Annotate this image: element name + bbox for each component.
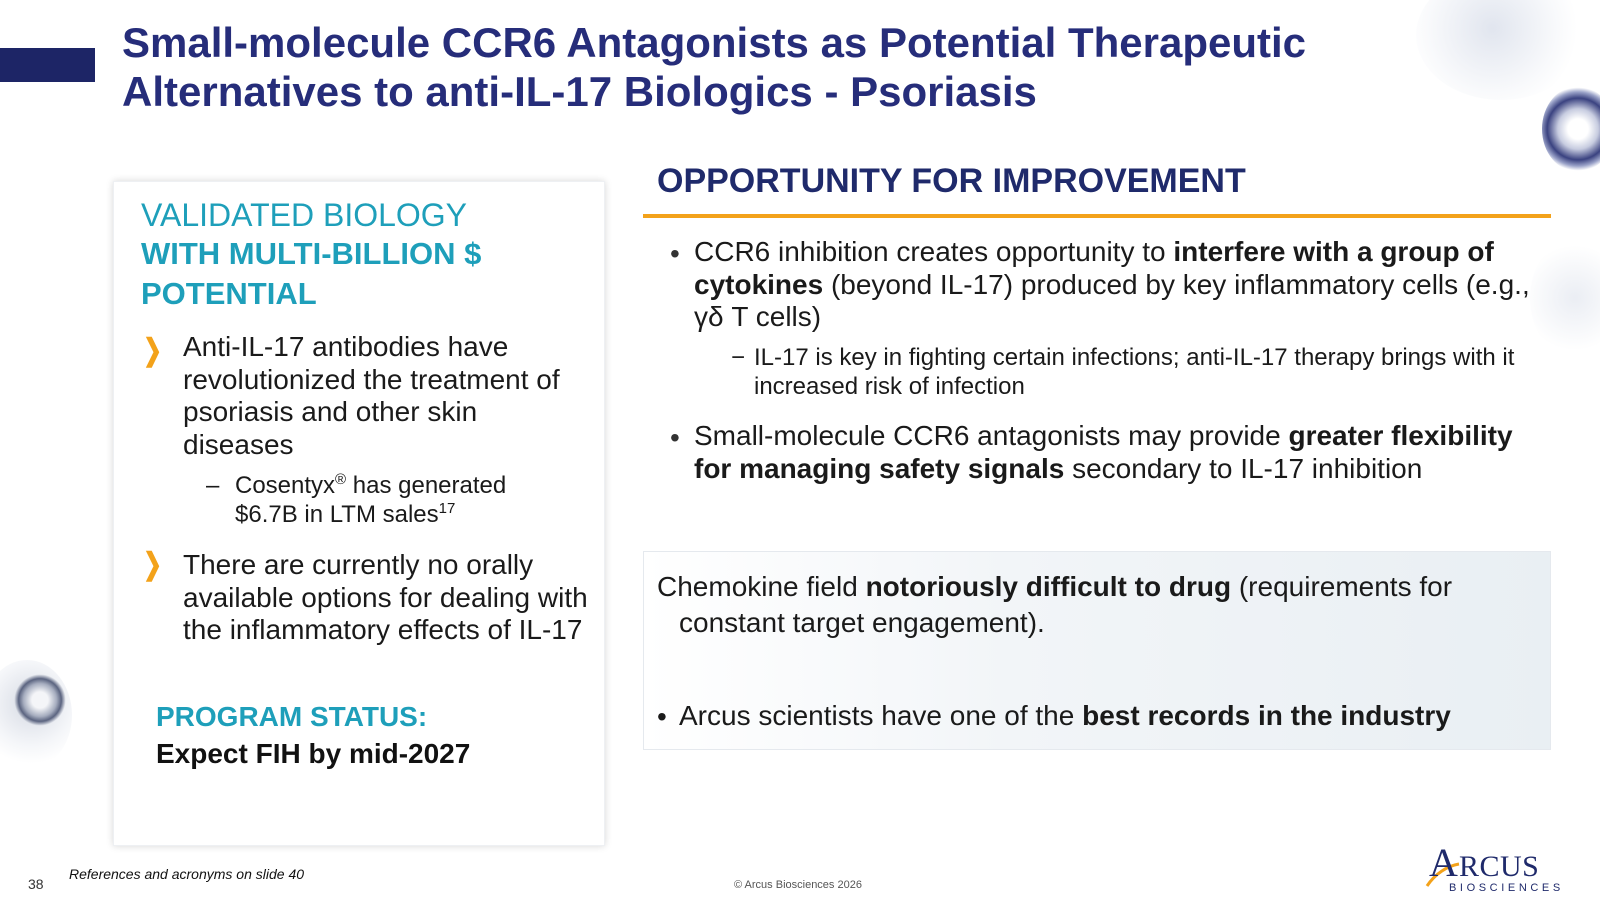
validated-biology-card xyxy=(113,181,605,846)
chemokine-note-text: Chemokine field notoriously difficult to… xyxy=(657,571,1453,638)
program-status-label: PROGRAM STATUS: xyxy=(156,701,428,732)
cell-decoration-image xyxy=(1416,0,1586,100)
sub-bullet-dash: − xyxy=(731,344,746,371)
logo-swoosh-icon xyxy=(1425,862,1460,887)
chevron-right-icon: ❯ xyxy=(143,334,162,367)
left-bullet-text: There are currently no orally available … xyxy=(183,549,588,645)
left-bullet-text: Anti-IL-17 antibodies have revolutionize… xyxy=(183,331,560,460)
logo-subtitle: BIOSCIENCES xyxy=(1449,882,1564,894)
left-sub-bullet-dash: – xyxy=(206,472,220,499)
chevron-right-icon: ❯ xyxy=(143,548,162,581)
right-bullet-text: Small-molecule CCR6 antagonists may prov… xyxy=(694,420,1513,484)
bullet-icon: • xyxy=(670,238,680,269)
chemokine-note-box xyxy=(643,551,1551,750)
slide-title: Small-molecule CCR6 Antagonists as Poten… xyxy=(122,19,1307,115)
bullet-icon: • xyxy=(670,422,680,453)
left-sub-bullet-text: Cosentyx® has generated $6.7B in LTM sal… xyxy=(235,471,507,528)
page-number: 38 xyxy=(28,876,44,892)
cell-decoration-image xyxy=(1542,86,1600,172)
opportunity-heading: OPPORTUNITY FOR IMPROVEMENT xyxy=(657,162,1246,200)
right-bullet-text: CCR6 inhibition creates opportunity to i… xyxy=(694,236,1530,332)
title-accent-bar xyxy=(0,48,95,82)
cell-decoration-image xyxy=(14,674,66,726)
arcus-logo: A RCUS BIOSCIENCES xyxy=(1425,840,1570,894)
logo-wordmark: RCUS xyxy=(1459,850,1540,883)
program-status-value: Expect FIH by mid-2027 xyxy=(156,738,471,769)
references-note: References and acronyms on slide 40 xyxy=(69,866,305,882)
cell-decoration-image xyxy=(1530,238,1600,358)
validated-biology-heading: VALIDATED BIOLOGY xyxy=(141,197,468,233)
logo-initial: A xyxy=(1429,840,1458,885)
multi-billion-heading: WITH MULTI-BILLION $ POTENTIAL xyxy=(141,236,482,311)
bullet-icon: • xyxy=(657,701,667,732)
right-sub-bullet-text: IL-17 is key in fighting certain infecti… xyxy=(754,344,1515,400)
heading-divider xyxy=(643,214,1551,218)
copyright: © Arcus Biosciences 2026 xyxy=(734,879,862,891)
arcus-record-text: Arcus scientists have one of the best re… xyxy=(679,700,1451,731)
right-sub-bullet: − IL-17 is key in fighting certain infect… xyxy=(731,344,1531,401)
